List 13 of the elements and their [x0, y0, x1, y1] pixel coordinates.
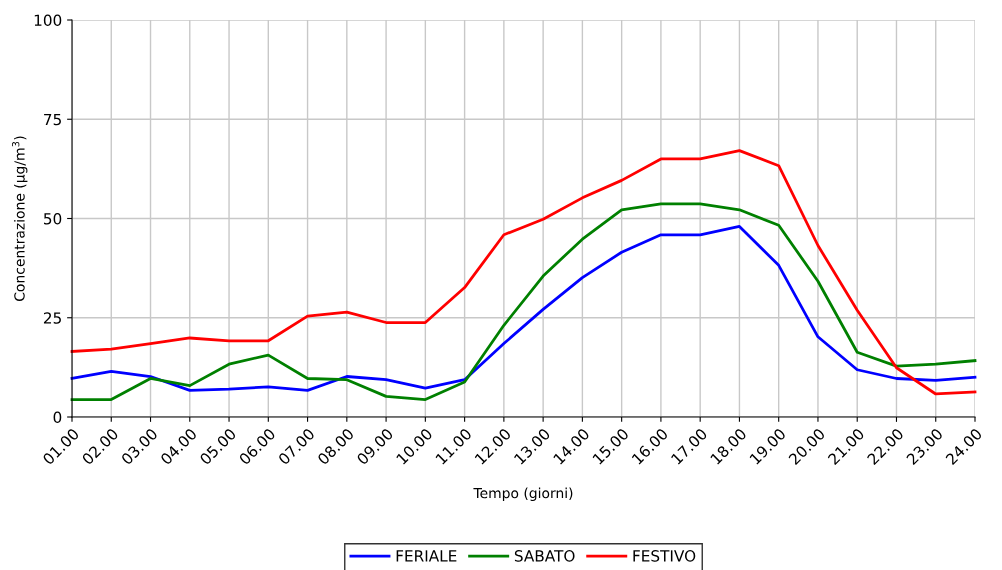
x-axis-title: Tempo (giorni) [473, 487, 573, 501]
line-series [70, 202, 977, 401]
y-tick-label: 75 [44, 113, 61, 126]
legend-label: FESTIVO [633, 550, 696, 562]
line-series [70, 225, 977, 392]
y-axis-title: Concentrazione (µg/m$^{3}$) [12, 136, 28, 301]
y-tick-label: 100 [34, 14, 62, 27]
y-tick-label: 25 [43, 312, 61, 324]
legend-label: SABATO [514, 550, 575, 562]
y-tick-label: 50 [44, 212, 62, 225]
legend-label: FERIALE [396, 550, 457, 562]
y-tick-label: 0 [53, 411, 62, 424]
line-series [70, 149, 977, 396]
